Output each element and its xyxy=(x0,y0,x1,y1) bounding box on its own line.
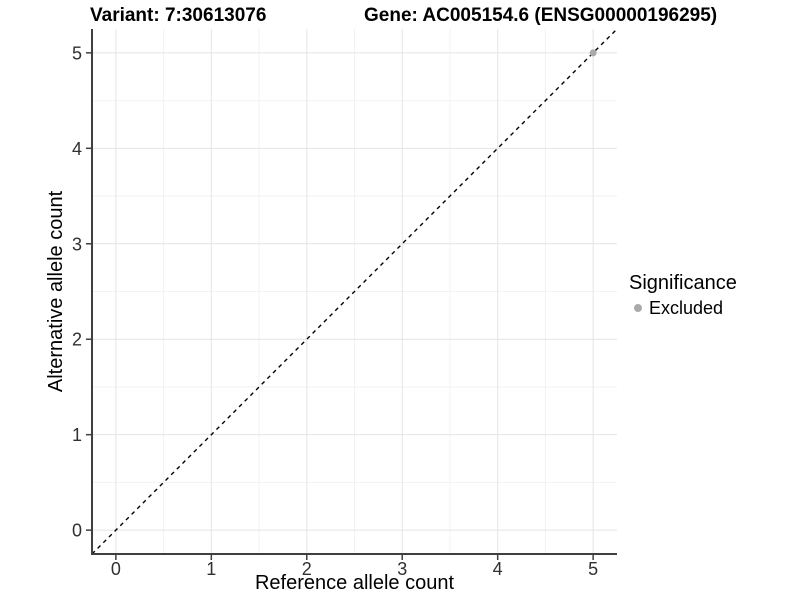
y-tick-label: 2 xyxy=(72,330,82,350)
y-tick-label: 3 xyxy=(72,234,82,254)
variant-title: Variant: 7:30613076 xyxy=(90,5,267,26)
legend-title: Significance xyxy=(629,272,737,294)
excluded-point-icon xyxy=(634,304,642,312)
x-tick-label: 3 xyxy=(397,559,407,579)
x-tick-label: 4 xyxy=(493,559,503,579)
x-tick-label: 5 xyxy=(588,559,598,579)
y-tick-label: 4 xyxy=(72,139,82,159)
x-tick-labels: 0 1 2 3 4 5 xyxy=(111,559,598,579)
minor-gridlines xyxy=(92,29,617,554)
y-tick-label: 1 xyxy=(72,425,82,445)
axis-lines xyxy=(91,29,617,555)
x-axis-title: Reference allele count xyxy=(255,572,454,594)
legend: Significance Excluded xyxy=(629,271,737,321)
y-axis-title: Alternative allele count xyxy=(45,190,67,392)
identity-dashed-line xyxy=(91,28,618,555)
data-points xyxy=(589,49,597,57)
y-tick-label: 5 xyxy=(72,43,82,63)
tick-marks xyxy=(86,52,594,560)
x-tick-label: 0 xyxy=(111,559,121,579)
gene-title: Gene: AC005154.6 (ENSG00000196295) xyxy=(364,5,718,26)
data-point-excluded xyxy=(589,49,597,57)
legend-entry-excluded: Excluded xyxy=(629,295,737,321)
major-gridlines xyxy=(92,29,617,554)
x-tick-label: 1 xyxy=(206,559,216,579)
y-tick-label: 0 xyxy=(72,521,82,541)
y-tick-labels: 0 1 2 3 4 5 xyxy=(72,43,82,540)
legend-entry-label: Excluded xyxy=(649,297,724,318)
x-tick-label: 2 xyxy=(302,559,312,579)
